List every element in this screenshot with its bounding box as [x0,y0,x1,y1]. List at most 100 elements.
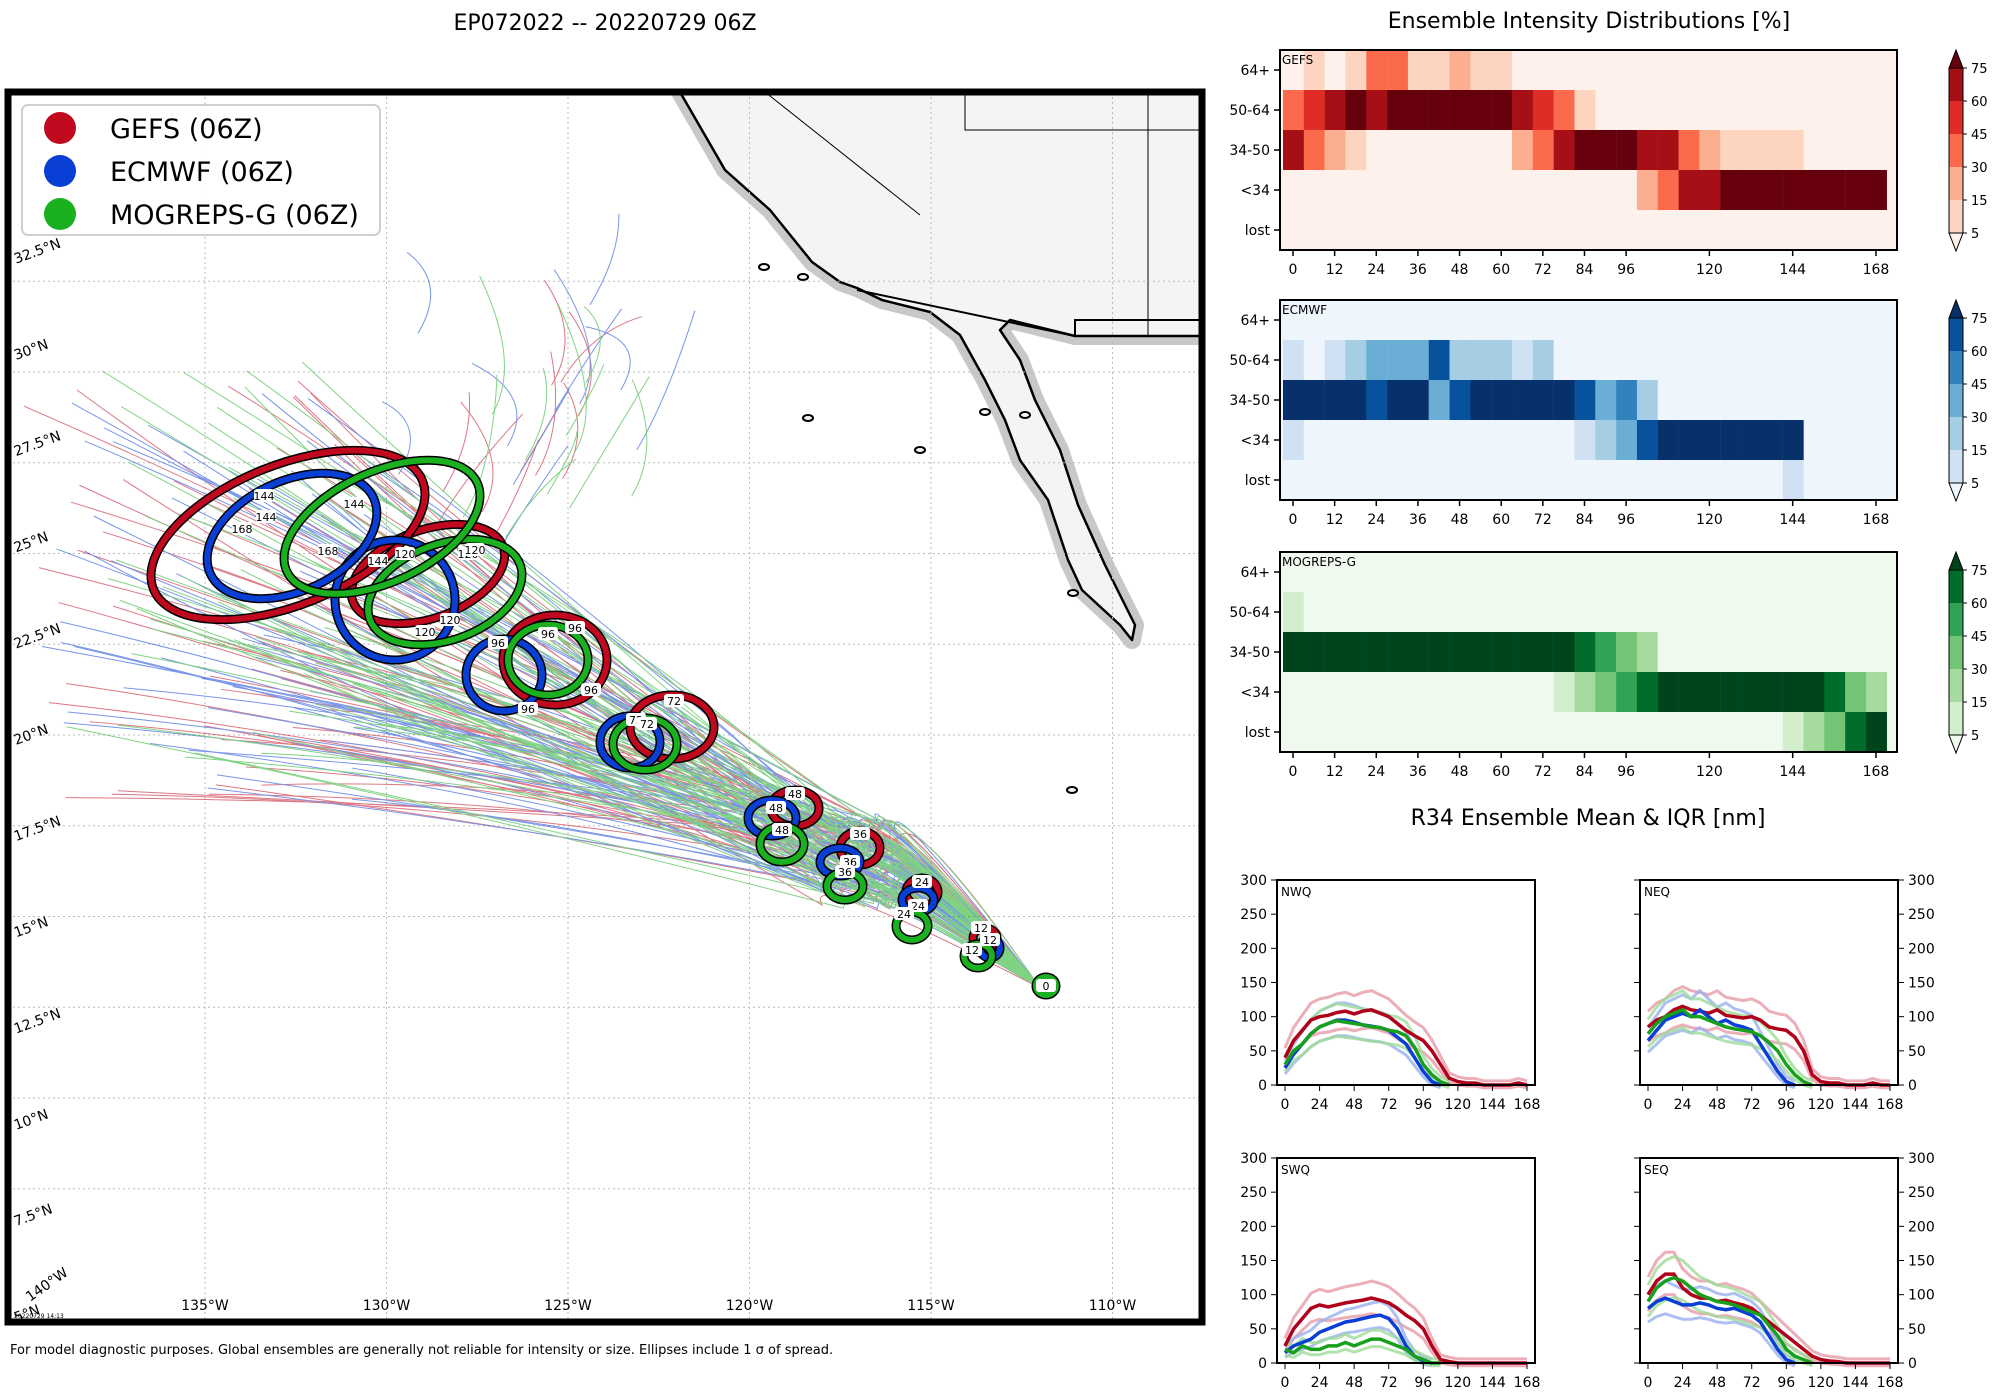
heat-cell [1428,170,1450,210]
x-tick-label: 24 [1674,1097,1692,1113]
heat-cell [1428,380,1450,420]
heat-cell [1387,672,1409,712]
heat-cell [1616,552,1638,592]
heat-cell [1428,50,1450,90]
heat-cell [1491,170,1513,210]
heat-cell [1616,170,1638,210]
ellipse-ecmwf [204,470,380,602]
heat-cell [1574,380,1596,420]
heat-cell [1574,592,1596,632]
heat-cell [1283,50,1304,90]
heat-cell [1741,50,1763,90]
heat-cell [1865,210,1887,250]
heat-cell [1824,210,1846,250]
heat-cell [1741,460,1763,500]
heat-cell [1428,420,1450,460]
heat-cell [1761,712,1783,752]
x-tick-label: 96 [1414,1375,1432,1391]
heat-cell [1761,50,1783,90]
y-tick-label: 100 [1240,1288,1267,1304]
ellipse-group [146,445,430,625]
x-tick-label: 72 [1534,764,1552,780]
mean-line-ecmwf [1283,1313,1433,1365]
heat-cell [1532,632,1554,672]
heat-cell [1824,50,1846,90]
x-tick-label: 72 [1534,512,1552,528]
heat-cell [1782,712,1804,752]
legend-marker-2 [44,198,76,230]
heat-cell [1761,170,1783,210]
legend-marker-0 [44,112,76,144]
heat-cell [1699,552,1721,592]
heat-cell [1366,130,1388,170]
heat-cell [1512,712,1534,752]
ellipses: 1224364872969612012014416816812243648729… [146,445,1061,1000]
heat-cell [1512,170,1534,210]
heat-cell [1491,632,1513,672]
colorbar-bin [1949,134,1963,167]
heat-cell [1553,592,1575,632]
heat-cell [1574,460,1596,500]
panel-name: SWQ [1281,1163,1310,1177]
forecast-hour-label: 144 [344,498,365,511]
heat-cell [1553,90,1575,130]
heat-cell [1824,712,1846,752]
y-tick-label: lost [1245,473,1271,489]
r34-panel-swq: SWQ 300 250 200 150 100 50 00 24 48 72 96 120 144 168 [1240,1151,1540,1391]
heat-cell [1449,50,1471,90]
track-line-north [462,374,498,518]
heat-cell [1657,90,1679,130]
heat-cell [1574,712,1596,752]
y-tick-label: 250 [1908,907,1935,923]
heat-cell [1407,592,1429,632]
heat-cell [1387,592,1409,632]
iqr-line-ecmwf [1646,988,1796,1083]
heat-cell [1741,420,1763,460]
colorbar-label: 30 [1971,663,1988,678]
x-tick-label: 60 [1492,262,1510,278]
heat-cell [1470,300,1492,340]
heat-cell [1387,90,1409,130]
x-tick-label: 84 [1576,262,1594,278]
heat-cell [1345,380,1367,420]
heat-cell [1782,50,1804,90]
x-tick-label: 60 [1492,764,1510,780]
forecast-hour-label: 24 [897,908,911,921]
colorbar-frame [1948,317,1964,484]
forecast-hour-label: 144 [368,555,389,568]
hour-label-box [488,636,508,649]
heat-cell [1449,380,1471,420]
colorbar-bin [1949,570,1963,603]
panel-name: ECMWF [1282,303,1327,317]
heat-cell [1407,300,1429,340]
forecast-hour-label: 24 [911,900,925,913]
heat-cell [1595,210,1617,250]
hour-label-box [912,875,932,888]
panel-name: MOGREPS-G [1282,555,1356,569]
heat-cell [1470,552,1492,592]
iqr-line-mogreps-g [1646,1025,1813,1090]
forecast-hour-label: 36 [853,828,867,841]
heat-cell [1699,420,1721,460]
heat-cell [1678,130,1700,170]
colorbar-bin [1949,636,1963,669]
map-title: EP072022 -- 20220729 06Z [453,11,756,36]
heat-cell [1428,632,1450,672]
heat-cell [1387,50,1409,90]
hour-label-box [766,801,786,814]
heat-cell [1595,460,1617,500]
heat-cell [1366,380,1388,420]
x-tick-label: 36 [1409,512,1427,528]
heat-cell [1407,632,1429,672]
heat-cell [1595,632,1617,672]
heat-cell [1636,552,1658,592]
heat-cell [1449,552,1471,592]
heat-cell [1720,552,1742,592]
heat-cell [1699,170,1721,210]
heat-cell [1366,420,1388,460]
hour-label-box [256,510,276,523]
y-tick-label: 64+ [1240,313,1270,329]
heat-cell [1699,672,1721,712]
x-tick-label: 168 [1877,1097,1904,1113]
heat-cell [1720,420,1742,460]
